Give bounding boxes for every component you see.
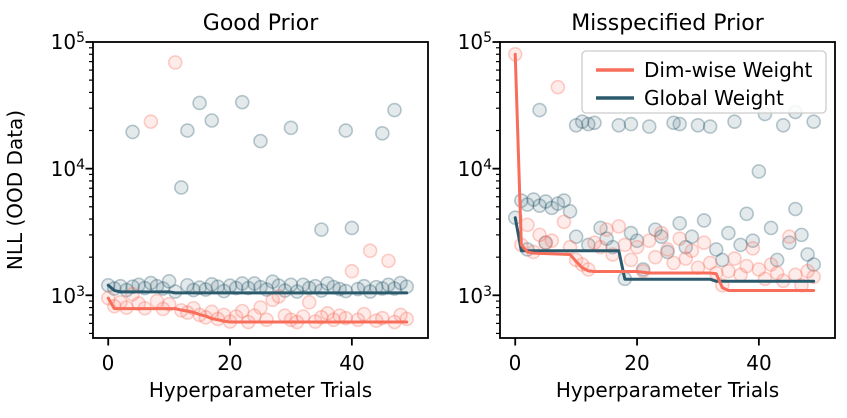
left-ytick-1e5: 105 — [51, 30, 85, 54]
ytick-exponent: 3 — [483, 284, 492, 300]
ytick-exponent: 4 — [76, 157, 85, 173]
left-ytick-1e4: 104 — [51, 157, 85, 181]
best-line-dim_wise — [106, 296, 409, 324]
right-xtick-20: 20 — [624, 351, 649, 375]
right-ytick-1e3: 103 — [458, 284, 492, 308]
scatter-points-global — [100, 94, 414, 299]
ytick-base: 10 — [51, 284, 76, 308]
axes-spines — [499, 41, 836, 339]
legend-box — [581, 50, 827, 114]
legend-label-dim-wise: Dim-wise Weight — [644, 58, 812, 82]
right-ytick-1e5: 105 — [458, 30, 492, 54]
best-line-dim_wise — [513, 52, 816, 293]
left-plot-ylabel: NLL (OOD Data) — [3, 110, 27, 270]
ytick-exponent: 3 — [76, 284, 85, 300]
best-line-global — [106, 283, 409, 295]
right-xtick-40: 40 — [746, 351, 771, 375]
ytick-base: 10 — [458, 284, 483, 308]
ytick-base: 10 — [458, 157, 483, 181]
right-plot — [492, 41, 836, 346]
legend: Dim-wise Weight Global Weight — [581, 50, 827, 114]
ytick-exponent: 5 — [483, 30, 492, 46]
right-xtick-0: 0 — [509, 351, 522, 375]
ytick-base: 10 — [51, 30, 76, 54]
scatter-points-global — [507, 102, 821, 287]
ytick-exponent: 4 — [483, 157, 492, 173]
ytick-base: 10 — [458, 30, 483, 54]
right-plot-title: Misspecified Prior — [571, 11, 765, 36]
left-xtick-0: 0 — [102, 351, 115, 375]
legend-label-global: Global Weight — [644, 86, 784, 110]
left-plot — [85, 41, 429, 346]
axes-spines — [92, 41, 429, 339]
ytick-base: 10 — [51, 157, 76, 181]
left-plot-title: Good Prior — [203, 11, 319, 36]
left-ytick-1e3: 103 — [51, 284, 85, 308]
ytick-exponent: 5 — [76, 30, 85, 46]
right-plot-xlabel: Hyperparameter Trials — [556, 378, 779, 402]
left-xtick-40: 40 — [339, 351, 364, 375]
best-line-global — [513, 216, 816, 283]
left-xtick-20: 20 — [217, 351, 242, 375]
right-ytick-1e4: 104 — [458, 157, 492, 181]
left-plot-xlabel: Hyperparameter Trials — [149, 378, 372, 402]
